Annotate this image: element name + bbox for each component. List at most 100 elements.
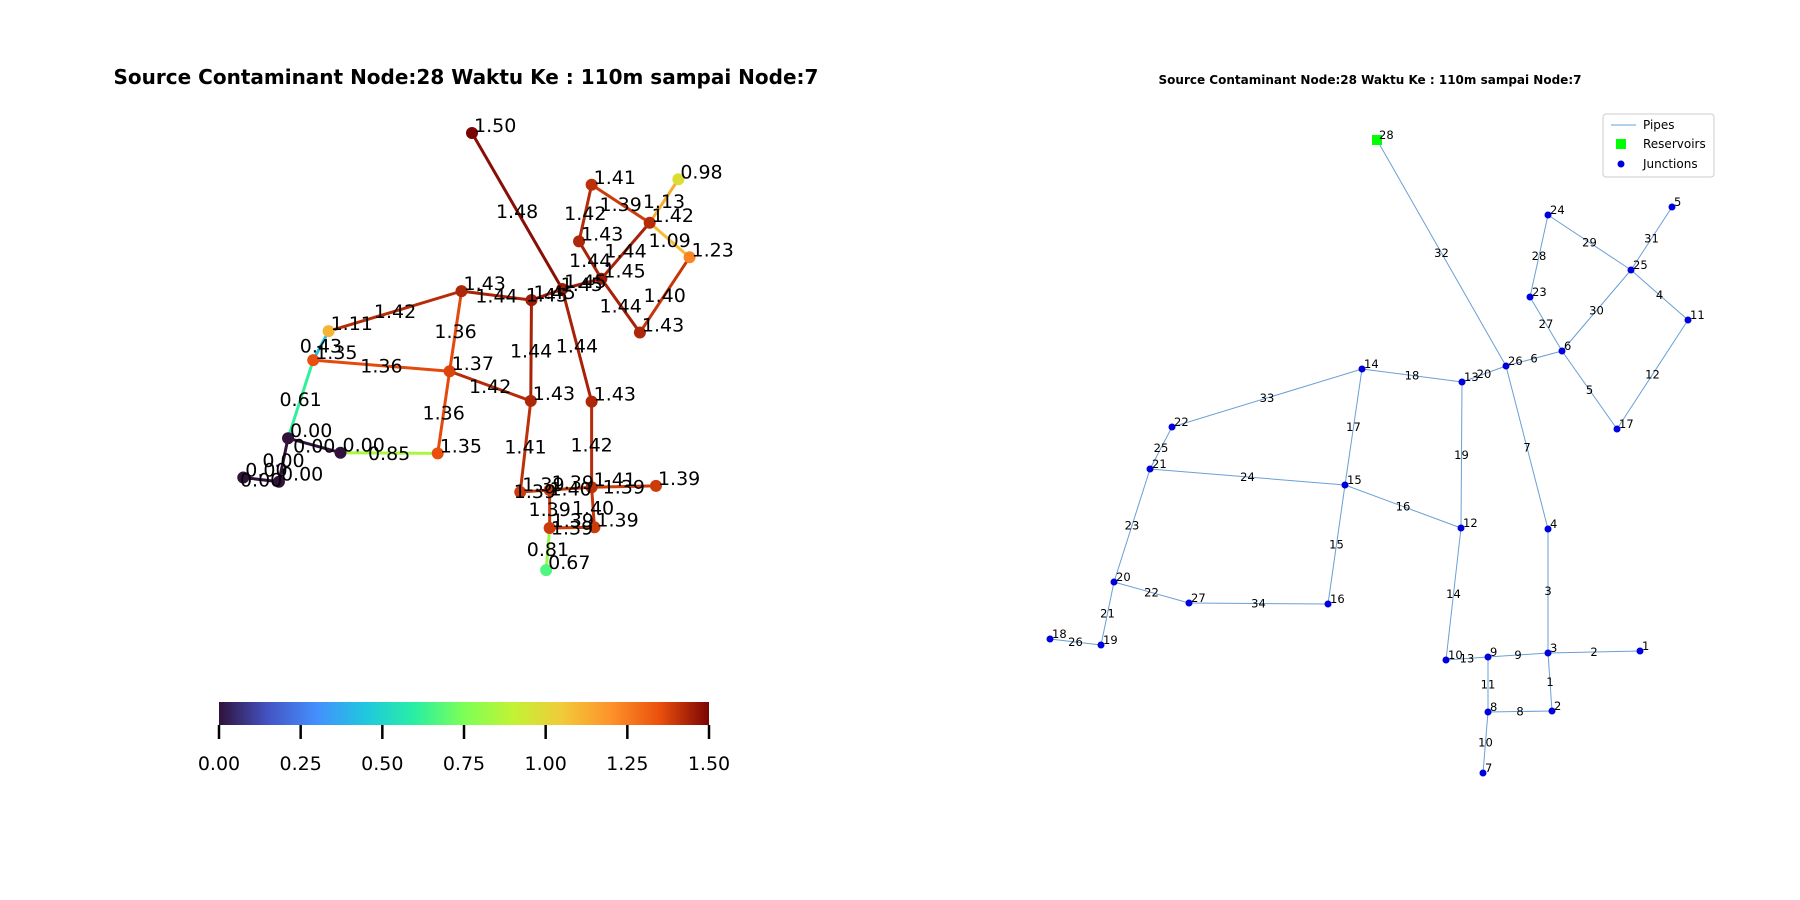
reservoir-28 — [1372, 135, 1382, 145]
pipe-7 — [1505, 365, 1549, 530]
legend-reservoir-swatch — [1616, 139, 1626, 149]
pipe-29 — [1547, 214, 1632, 271]
right-title: Source Contaminant Node:28 Waktu Ke : 11… — [1159, 73, 1582, 87]
node-value-label: 1.39 — [596, 509, 638, 531]
colorbar-tick-label: 1.50 — [688, 753, 730, 775]
pipe-30 — [1561, 269, 1632, 352]
node-28 — [466, 127, 478, 139]
junction-id-label: 8 — [1490, 700, 1497, 714]
pipe-21 — [1100, 581, 1115, 646]
link-value-label: 1.39 — [603, 477, 645, 499]
junction-14 — [1358, 365, 1366, 373]
node-18 — [237, 471, 250, 484]
node-23 — [573, 235, 586, 248]
node-4 — [585, 395, 598, 408]
link-value-label: 1.39 — [599, 194, 641, 216]
pipe-link-13-12 — [529, 300, 533, 401]
node-24 — [585, 178, 598, 191]
pipe-id-label: 11 — [1481, 678, 1496, 692]
link-value-label: 1.39 — [514, 481, 556, 503]
junction-20 — [1110, 578, 1118, 586]
pipe-19 — [1460, 381, 1463, 529]
pipe-28 — [1529, 214, 1549, 298]
pipe-id-label: 14 — [1446, 587, 1461, 601]
node-20 — [282, 432, 295, 445]
pipe-link-14-22 — [328, 289, 462, 333]
pipe-id-label: 32 — [1434, 246, 1449, 260]
link-value-label: 1.36 — [423, 402, 465, 424]
node-15 — [443, 365, 456, 378]
link-value-label: 1.44 — [510, 341, 552, 363]
link-value-label: 1.44 — [604, 241, 646, 263]
node-value-label: 1.43 — [642, 315, 684, 337]
pipe-id-label: 29 — [1582, 236, 1597, 250]
node-value-label: 0.00 — [281, 464, 323, 486]
link-value-label: 1.39 — [528, 499, 570, 521]
pipe-26 — [1049, 638, 1102, 646]
junction-id-label: 20 — [1116, 570, 1131, 584]
left-links — [243, 132, 691, 571]
junction-8 — [1484, 708, 1492, 716]
node-value-label: 1.43 — [533, 383, 575, 405]
link-value-label: 1.45 — [561, 274, 603, 296]
right-pipes — [1049, 139, 1689, 774]
left-link-labels: 1.48 1.391.421.131.091.441.441.451.44 1.40… — [240, 191, 691, 561]
pipe-id-label: 30 — [1589, 304, 1604, 318]
link-value-label: 1.40 — [572, 497, 614, 519]
pipe-14 — [1445, 527, 1462, 661]
link-value-label: 1.40 — [549, 479, 591, 501]
pipe-id-label: 28 — [1532, 249, 1547, 263]
pipe-id-label: 25 — [1154, 441, 1169, 455]
pipe-link-5-25 — [648, 178, 680, 224]
junction-id-label: 25 — [1633, 258, 1648, 272]
link-value-label: 1.41 — [504, 436, 546, 458]
junction-id-label: 24 — [1550, 203, 1565, 217]
node-value-label: 1.43 — [581, 223, 623, 245]
junction-id-label: 22 — [1174, 415, 1189, 429]
pipe-20 — [1461, 365, 1507, 383]
junction-id-label: 27 — [1191, 591, 1206, 605]
junction-1 — [1636, 647, 1644, 655]
right-nodes — [1046, 135, 1692, 777]
node-value-label: 1.39 — [552, 510, 594, 532]
pipe-link-21-20 — [286, 359, 315, 439]
pipe-10 — [1482, 711, 1489, 774]
pipe-link-23-6 — [577, 240, 603, 280]
link-value-label: 1.44 — [599, 296, 641, 318]
junction-16 — [1324, 600, 1332, 608]
node-value-label: 1.41 — [594, 469, 636, 491]
node-value-label: 1.41 — [594, 167, 636, 189]
pipe-id-label: 2 — [1590, 645, 1597, 659]
pipe-link-8-2 — [549, 525, 595, 530]
pipe-id-label: 7 — [1523, 441, 1530, 455]
pipe-id-label: 15 — [1329, 538, 1344, 552]
junction-id-label: 12 — [1463, 516, 1478, 530]
link-value-label: 0.43 — [300, 336, 342, 358]
junction-id-label: 5 — [1674, 195, 1681, 209]
pipe-link-14-15 — [448, 290, 463, 372]
pipe-22 — [1113, 581, 1190, 604]
pipe-link-8-7 — [544, 527, 552, 571]
node-value-label: 0.00 — [245, 460, 287, 482]
junction-4 — [1544, 525, 1552, 533]
pipe-link-20-27 — [287, 436, 341, 455]
pipe-id-label: 5 — [1586, 383, 1593, 397]
junction-id-label: 6 — [1564, 339, 1571, 353]
pipe-link-6-26 — [561, 277, 602, 291]
node-7 — [540, 564, 553, 577]
reservoir-id-label: 28 — [1379, 128, 1394, 142]
node-value-label: 1.45 — [603, 261, 645, 283]
node-9 — [543, 483, 556, 496]
pipe-12 — [1616, 319, 1689, 430]
pipe-id-label: 20 — [1477, 367, 1492, 381]
pipe-id-label: 4 — [1656, 288, 1663, 302]
node-17 — [633, 326, 646, 339]
junction-12 — [1457, 524, 1465, 532]
left-title: Source Contaminant Node:28 Waktu Ke : 11… — [114, 65, 819, 89]
node-value-label: 1.39 — [552, 472, 594, 494]
pipe-link-15-12 — [449, 369, 532, 403]
pipe-15 — [1327, 484, 1346, 605]
pipe-4 — [1630, 269, 1689, 321]
